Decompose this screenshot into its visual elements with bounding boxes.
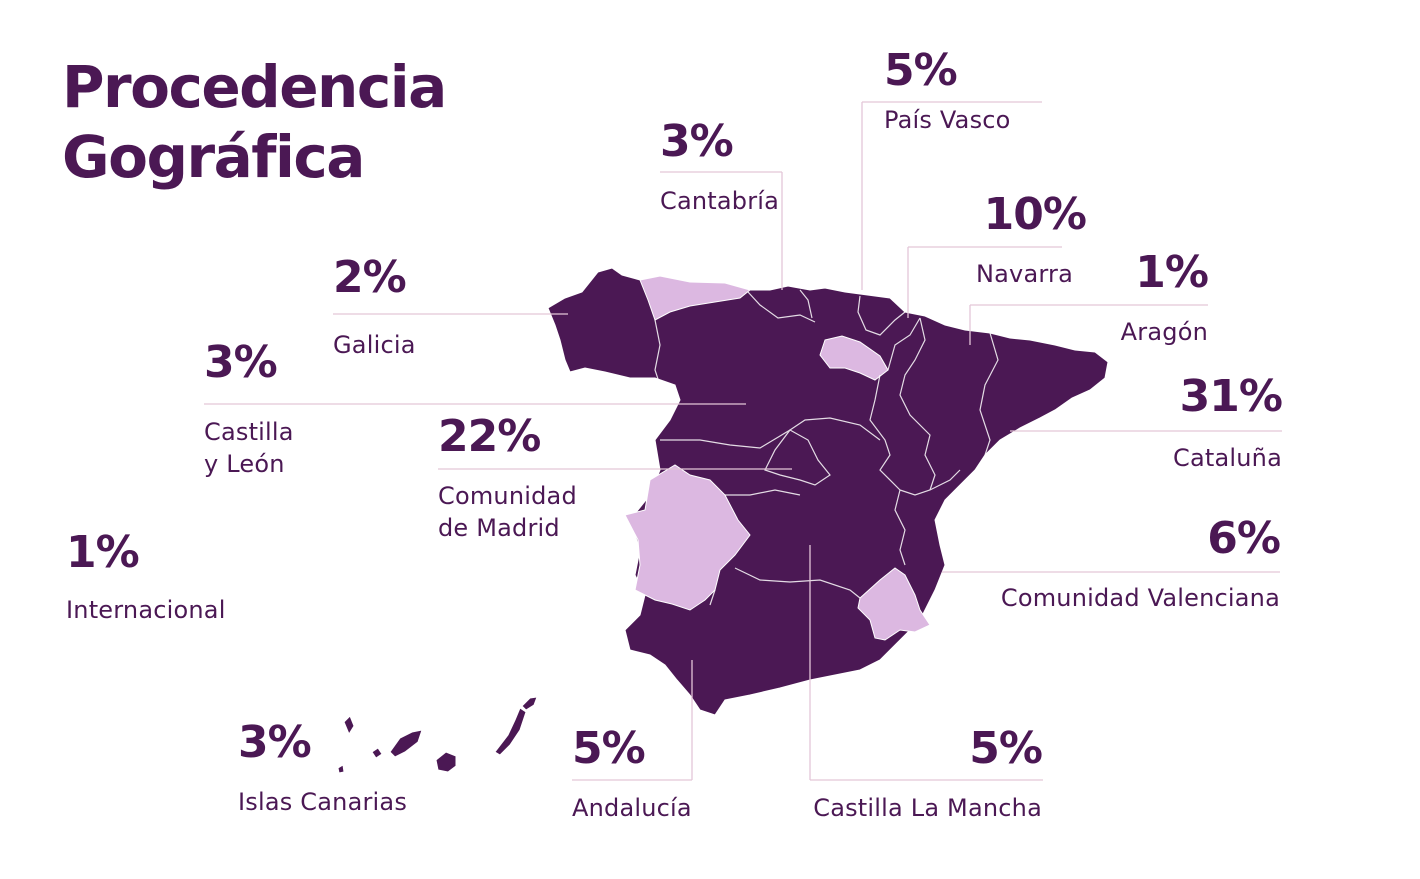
name-pais-vasco: País Vasco — [884, 106, 1011, 134]
name-castilla-leon-1: Castilla — [204, 418, 294, 446]
name-valenciana: Comunidad Valenciana — [1000, 584, 1280, 612]
la-rioja-region — [819, 335, 889, 381]
asturias-region — [639, 275, 752, 321]
label-madrid: 22% Comunidad de Madrid — [438, 412, 577, 544]
label-castilla-leon: 3% Castilla y León — [204, 338, 294, 480]
pct-valenciana: 6% — [1207, 513, 1281, 564]
label-navarra: 10% — [940, 189, 1087, 240]
pct-madrid: 22% — [438, 411, 541, 462]
mainland-spain — [547, 267, 1109, 716]
name-galicia: Galicia — [333, 331, 416, 359]
name-castilla-mancha: Castilla La Mancha — [813, 794, 1042, 822]
pct-castilla-mancha: 5% — [969, 723, 1043, 774]
label-navarra-name: Navarra — [976, 258, 1073, 290]
leader-lines — [204, 101, 1282, 781]
pct-navarra: 10% — [983, 189, 1087, 240]
name-madrid-2: de Madrid — [438, 514, 560, 542]
pct-pais-vasco: 5% — [884, 45, 958, 96]
name-cantabria: Cantabría — [660, 187, 780, 215]
label-pais-vasco: 5% País Vasco — [884, 46, 1011, 136]
name-aragon: Aragón — [1120, 318, 1208, 346]
name-andalucia: Andalucía — [572, 794, 692, 822]
pct-castilla-leon: 3% — [204, 337, 278, 388]
pct-andalucia: 5% — [572, 723, 646, 774]
label-galicia: 2% Galicia — [333, 253, 416, 361]
name-navarra-text: Navarra — [976, 260, 1073, 288]
canary-islands — [337, 696, 538, 774]
pct-galicia: 2% — [333, 252, 407, 303]
label-cataluna: 31% Cataluña — [1100, 371, 1283, 474]
name-castilla-leon-2: y León — [204, 450, 285, 478]
pct-cataluna: 31% — [1179, 371, 1283, 422]
pct-aragon: 1% — [1135, 247, 1209, 298]
label-aragon: 1% Aragón — [1088, 247, 1209, 348]
title-line-2: Gográfica — [62, 123, 365, 191]
pct-canarias: 3% — [238, 717, 312, 768]
extremadura-region — [624, 464, 751, 611]
label-cantabria: 3% Cantabría — [660, 117, 779, 217]
pct-cantabria: 3% — [660, 116, 734, 167]
name-cataluna: Cataluña — [1173, 444, 1282, 472]
label-castilla-mancha: 5% Castilla La Mancha — [800, 723, 1043, 824]
label-valenciana: 6% Comunidad Valenciana — [1000, 513, 1281, 614]
title-line-1: Procedencia — [62, 53, 447, 121]
region-borders — [654, 289, 999, 606]
murcia-region — [857, 567, 931, 641]
name-madrid-1: Comunidad — [438, 482, 577, 510]
label-internacional: 1% Internacional — [66, 528, 226, 626]
name-internacional: Internacional — [66, 596, 226, 624]
pct-internacional: 1% — [66, 527, 140, 578]
label-canarias: 3% Islas Canarias — [238, 718, 407, 818]
label-andalucia: 5% Andalucía — [572, 724, 692, 824]
name-canarias: Islas Canarias — [238, 788, 408, 816]
map-title: Procedencia Gográfica — [62, 52, 447, 192]
